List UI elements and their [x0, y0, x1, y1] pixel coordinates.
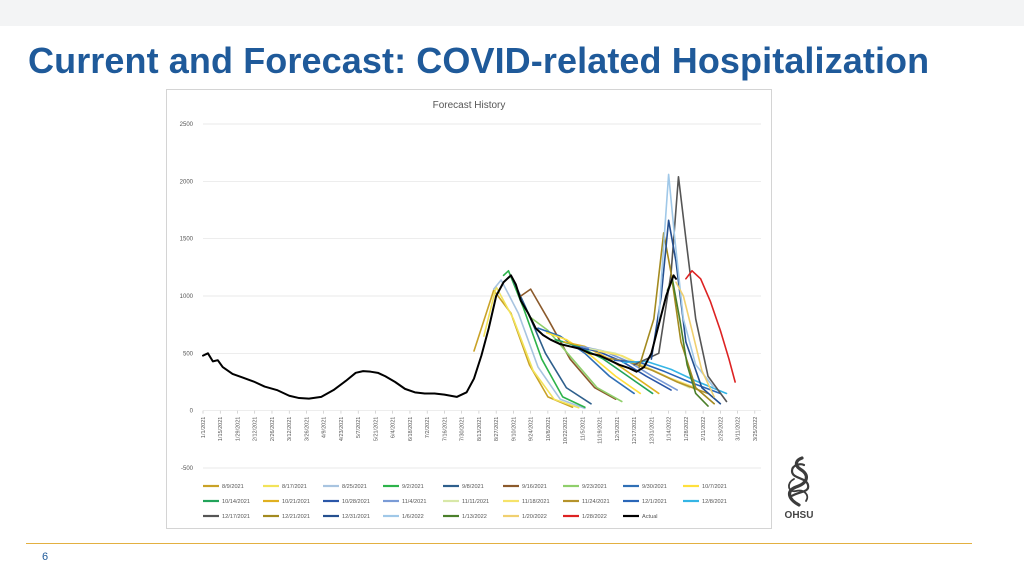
series-line — [492, 279, 586, 410]
x-tick-label: 10/8/2021 — [546, 417, 552, 441]
legend-entry: 12/31/2021 — [342, 514, 370, 520]
series-line — [685, 269, 736, 383]
x-tick-label: 1/29/2021 — [235, 417, 241, 441]
legend-entry: 10/7/2021 — [702, 484, 727, 490]
x-tick-label: 1/28/2022 — [684, 417, 690, 441]
legend-entry: 11/18/2021 — [522, 499, 550, 505]
legend-entry: Actual — [642, 514, 658, 520]
chart-title: Forecast History — [433, 100, 506, 111]
x-tick-label: 11/5/2021 — [580, 417, 586, 441]
ohsu-logo: OHSU — [776, 455, 822, 525]
legend-entry: 1/6/2022 — [402, 514, 424, 520]
page-number: 6 — [42, 551, 49, 563]
series-line — [483, 286, 580, 409]
x-tick-label: 12/31/2021 — [649, 417, 655, 445]
x-tick-label: 7/2/2021 — [425, 417, 431, 438]
series-line — [528, 315, 623, 403]
legend-entry: 12/17/2021 — [222, 514, 250, 520]
legend-entry: 11/24/2021 — [582, 499, 610, 505]
series-line — [675, 281, 715, 398]
footer-divider — [26, 543, 972, 544]
y-tick-label: 2500 — [180, 122, 194, 128]
series-line — [537, 327, 635, 395]
legend-entry: 8/9/2021 — [222, 484, 244, 490]
x-tick-label: 5/21/2021 — [373, 417, 379, 441]
legend-entry: 1/20/2022 — [522, 514, 547, 520]
legend-entry: 9/2/2021 — [402, 484, 424, 490]
x-tick-label: 6/18/2021 — [408, 417, 414, 441]
legend-entry: 9/30/2021 — [642, 484, 667, 490]
logo-text: OHSU — [784, 510, 814, 521]
y-tick-label: -500 — [181, 466, 194, 472]
x-tick-label: 1/15/2021 — [218, 417, 224, 441]
x-tick-label: 4/9/2021 — [322, 417, 328, 438]
x-tick-label: 12/3/2021 — [615, 417, 621, 441]
series-line — [597, 350, 697, 389]
x-tick-label: 11/19/2021 — [598, 417, 604, 444]
x-tick-label: 3/11/2022 — [736, 417, 742, 441]
x-tick-label: 8/27/2021 — [494, 417, 500, 441]
legend-entry: 9/23/2021 — [582, 484, 607, 490]
legend-entry: 12/21/2021 — [282, 514, 310, 520]
x-tick-label: 7/16/2021 — [442, 417, 448, 441]
x-tick-label: 12/17/2021 — [632, 417, 638, 445]
x-tick-label: 9/10/2021 — [511, 417, 517, 441]
x-tick-label: 1/14/2022 — [667, 417, 673, 441]
x-tick-label: 2/12/2021 — [253, 417, 259, 441]
series-line — [202, 274, 678, 400]
x-tick-label: 8/13/2021 — [477, 417, 483, 441]
x-tick-label: 7/30/2021 — [460, 417, 466, 441]
chart-svg: Forecast History 2500 2000 1500 1000 500 0 -50… — [180, 100, 761, 520]
series-line — [520, 288, 617, 400]
x-tick-label: 3/12/2021 — [287, 417, 293, 441]
series-line — [502, 269, 586, 409]
legend-entry: 9/8/2021 — [462, 484, 484, 490]
legend-entry: 9/16/2021 — [522, 484, 547, 490]
x-tick-label: 6/4/2021 — [391, 417, 397, 438]
legend-entry: 10/21/2021 — [282, 499, 310, 505]
slide-title: Current and Forecast: COVID-related Hosp… — [28, 40, 930, 81]
series-line — [650, 219, 722, 405]
y-tick-label: 1500 — [180, 237, 194, 243]
series-line — [473, 289, 574, 409]
series-line — [622, 360, 728, 395]
x-tick-label: 9/24/2021 — [529, 417, 535, 441]
x-tick-label: 2/25/2022 — [718, 417, 724, 441]
x-tick-label: 3/25/2022 — [753, 417, 759, 441]
legend-entry: 12/8/2021 — [702, 499, 727, 505]
x-tick-label: 1/1/2021 — [201, 417, 207, 438]
x-tick-label: 2/26/2021 — [270, 417, 276, 441]
y-tick-label: 0 — [190, 409, 194, 415]
legend-entry: 11/11/2021 — [462, 499, 489, 505]
legend-entry: 8/25/2021 — [342, 484, 367, 490]
legend-entry: 10/28/2021 — [342, 499, 370, 505]
series-line — [638, 232, 715, 405]
chart-frame: Forecast History 2500 2000 1500 1000 500 0 -50… — [166, 89, 772, 529]
x-tick-label: 4/23/2021 — [339, 417, 345, 441]
x-tick-label: 2/11/2022 — [701, 417, 707, 441]
series-line — [545, 331, 642, 395]
legend-entry: 8/17/2021 — [282, 484, 307, 490]
legend-entry: 11/4/2021 — [402, 499, 426, 505]
legend-entry: 1/28/2022 — [582, 514, 607, 520]
series-line — [657, 173, 715, 389]
x-tick-label: 5/7/2021 — [356, 417, 362, 438]
x-tick-label: 3/26/2021 — [304, 417, 310, 441]
legend-entry: 12/1/2021 — [642, 499, 667, 505]
x-tick-label: 10/22/2021 — [563, 417, 569, 445]
y-tick-label: 500 — [183, 351, 194, 357]
y-tick-label: 1000 — [180, 294, 194, 300]
top-band — [0, 0, 1024, 26]
ohsu-logo-icon — [788, 456, 810, 507]
y-tick-label: 2000 — [180, 179, 194, 185]
legend-entry: 10/14/2021 — [222, 499, 250, 505]
legend-entry: 1/13/2022 — [462, 514, 487, 520]
series-line — [633, 175, 728, 403]
